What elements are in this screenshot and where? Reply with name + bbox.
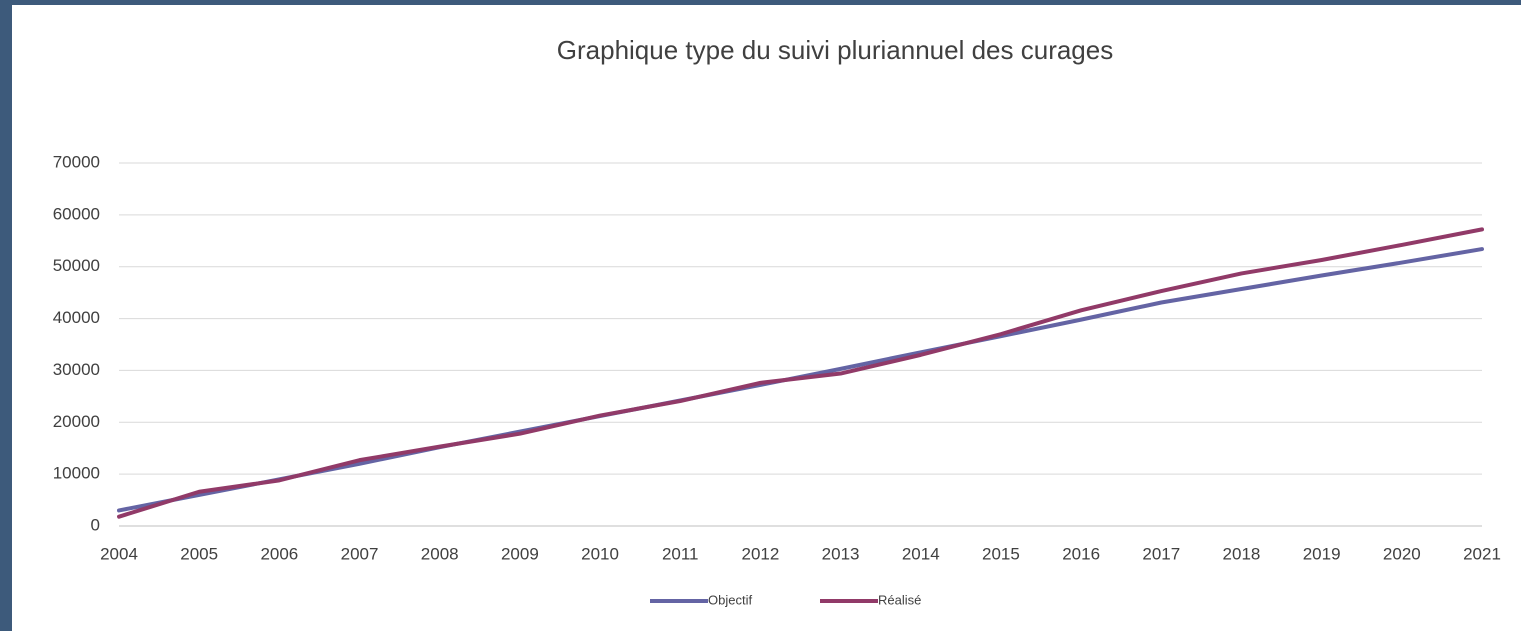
y-tick-label: 0	[91, 515, 100, 534]
chart-area	[12, 5, 1521, 631]
x-tick-label: 2011	[662, 544, 699, 563]
y-tick-label: 20000	[53, 412, 100, 431]
x-tick-label: 2021	[1463, 544, 1501, 563]
x-tick-label: 2020	[1383, 544, 1421, 563]
x-tick-label: 2008	[421, 544, 459, 563]
x-tick-label: 2013	[822, 544, 860, 563]
y-tick-label: 30000	[53, 360, 100, 379]
legend-label: Réalisé	[878, 592, 921, 607]
chart-title: Graphique type du suivi pluriannuel des …	[557, 35, 1113, 65]
x-tick-label: 2019	[1303, 544, 1341, 563]
x-tick-label: 2010	[581, 544, 619, 563]
x-tick-label: 2012	[741, 544, 779, 563]
y-tick-label: 10000	[53, 464, 100, 483]
x-tick-label: 2005	[180, 544, 218, 563]
x-tick-label: 2018	[1223, 544, 1261, 563]
x-tick-label: 2017	[1142, 544, 1180, 563]
y-tick-label: 70000	[53, 152, 100, 171]
x-tick-label: 2014	[902, 544, 940, 563]
y-tick-label: 60000	[53, 204, 100, 223]
series-line	[117, 227, 1484, 519]
y-tick-label: 40000	[53, 308, 100, 327]
x-tick-label: 2015	[982, 544, 1020, 563]
x-tick-label: 2007	[341, 544, 379, 563]
x-tick-label: 2006	[260, 544, 298, 563]
y-tick-label: 50000	[53, 256, 100, 275]
x-tick-label: 2009	[501, 544, 539, 563]
x-tick-label: 2004	[100, 544, 138, 563]
x-tick-label: 2016	[1062, 544, 1100, 563]
legend-label: Objectif	[708, 592, 752, 607]
